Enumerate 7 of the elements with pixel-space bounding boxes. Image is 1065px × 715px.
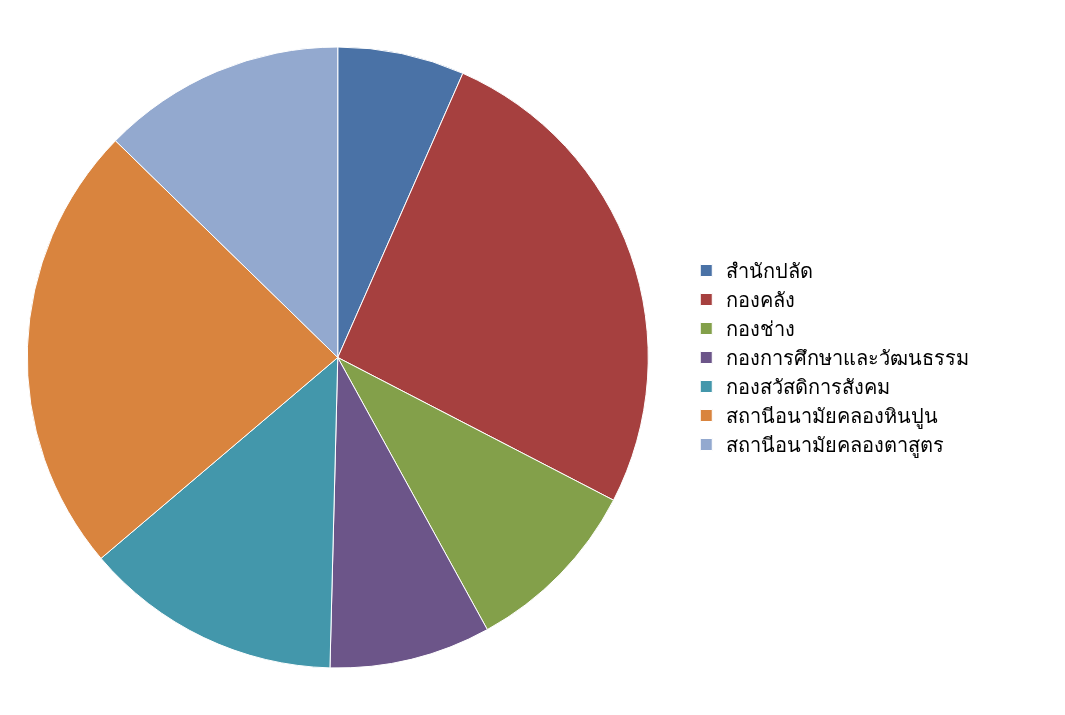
legend-label: กองคลัง	[726, 288, 796, 313]
legend-label: กองสวัสดิการสังคม	[726, 375, 891, 400]
legend-label: กองช่าง	[726, 317, 796, 342]
legend-label: กองการศึกษาและวัฒนธรรม	[726, 346, 970, 371]
legend-label: สถานีอนามัยคลองตาสูตร	[726, 433, 945, 459]
legend-label: สำนักปลัด	[726, 259, 814, 284]
legend-label: สถานีอนามัยคลองหินปูน	[726, 404, 939, 430]
